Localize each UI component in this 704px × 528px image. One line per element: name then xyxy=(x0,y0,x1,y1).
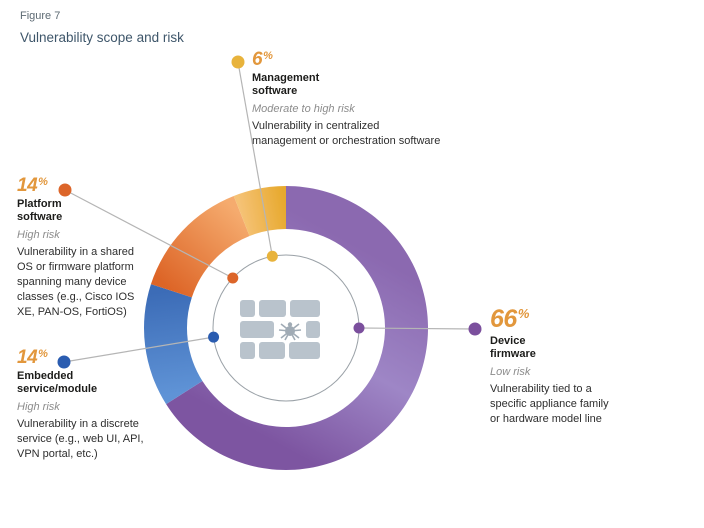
brick xyxy=(240,342,255,359)
brick xyxy=(259,342,285,359)
firewall-bug-icon xyxy=(240,300,320,359)
segment-label: Device firmware xyxy=(490,335,536,360)
percent-number: 66 xyxy=(490,305,517,333)
risk-level: High risk xyxy=(17,229,60,241)
percent-value: 6% xyxy=(252,46,452,70)
segment-description: Vulnerability in a discrete service (e.g… xyxy=(17,418,144,460)
leader-line-device-firmware xyxy=(358,327,476,330)
percent-sign: % xyxy=(38,176,48,188)
segment-description: Vulnerability in a shared OS or firmware… xyxy=(17,246,135,318)
percent-value: 66% xyxy=(490,300,665,333)
leader-line-embedded-service-module xyxy=(63,336,214,363)
callout-dot-platform-software xyxy=(58,183,72,197)
callout-dot-device-firmware xyxy=(468,322,482,336)
segment-label: Platform software xyxy=(17,198,63,223)
donut-segment-platform-software xyxy=(150,195,250,298)
brick xyxy=(259,300,286,317)
brick xyxy=(290,300,320,317)
percent-sign: % xyxy=(263,50,273,62)
callout-management-software: 6% Management software Moderate to high … xyxy=(252,46,452,149)
percent-sign: % xyxy=(38,348,48,360)
callout-dot-management-software xyxy=(231,55,245,69)
inner-dot-platform-software xyxy=(227,272,239,284)
figure-label: Figure 7 xyxy=(20,10,61,22)
callout-dot-embedded-service-module xyxy=(57,355,71,369)
risk-level: Moderate to high risk xyxy=(252,103,355,115)
risk-level: Low risk xyxy=(490,366,531,378)
brick xyxy=(240,300,255,317)
percent-value: 14% xyxy=(17,172,187,196)
inner-dot-embedded-service-module xyxy=(208,331,220,343)
figure-title: Vulnerability scope and risk xyxy=(20,30,184,45)
donut-segment-device-firmware xyxy=(166,186,429,471)
inner-dot-device-firmware xyxy=(353,322,365,334)
percent-number: 14 xyxy=(17,175,38,196)
segment-description: Vulnerability tied to a specific applian… xyxy=(490,383,609,425)
bug-icon xyxy=(278,322,302,341)
percent-sign: % xyxy=(517,306,530,321)
callout-platform-software: 14% Platform software High risk Vulnerab… xyxy=(17,172,187,320)
brick xyxy=(306,321,320,338)
segment-description: Vulnerability in centralized management … xyxy=(252,120,441,147)
brick xyxy=(240,321,274,338)
callout-embedded-service-module: 14% Embedded service/module High risk Vu… xyxy=(17,344,192,462)
brick xyxy=(289,342,320,359)
segment-label: Management software xyxy=(252,72,320,97)
leader-line-management-software xyxy=(237,61,273,257)
segment-label: Embedded service/module xyxy=(17,370,98,395)
percent-value: 14% xyxy=(17,344,192,368)
inner-dot-management-software xyxy=(266,250,278,262)
donut-segment-management-software xyxy=(233,186,286,236)
callout-dots xyxy=(57,55,482,369)
risk-level: High risk xyxy=(17,401,60,413)
callout-device-firmware: 66% Device firmware Low risk Vulnerabili… xyxy=(490,300,665,427)
percent-number: 14 xyxy=(17,347,38,368)
leader-lines xyxy=(63,61,476,363)
leader-line-platform-software xyxy=(64,189,234,279)
percent-number: 6 xyxy=(252,49,263,70)
